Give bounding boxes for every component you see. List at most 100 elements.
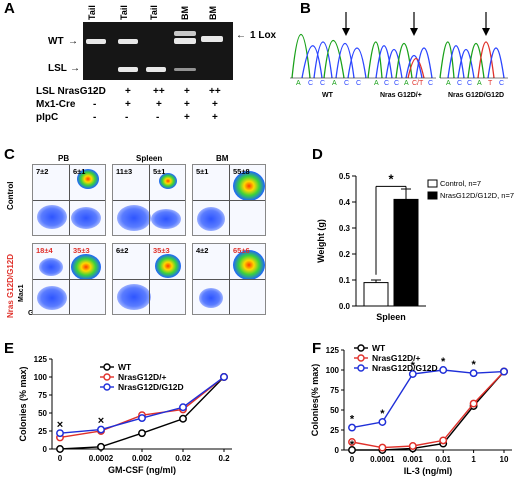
- base-call: C: [344, 80, 350, 87]
- data-point: [378, 418, 387, 426]
- y-tick-label: 25: [330, 426, 339, 435]
- facs-value: 35±3: [73, 246, 90, 255]
- y-tick-label: 75: [330, 386, 339, 395]
- y-tick-label: 0.4: [339, 198, 351, 207]
- data-point: [469, 399, 478, 408]
- data-point: [348, 423, 356, 432]
- data-point: [439, 366, 448, 374]
- trace-label: Nras G12D/G12D: [448, 92, 505, 99]
- x-tick-label: 0.0001: [370, 455, 395, 464]
- facs-value: 6±1: [73, 167, 86, 176]
- lane-label-4: BM: [180, 6, 190, 20]
- series-line: [351, 371, 505, 449]
- genotype-cell: +: [184, 112, 190, 123]
- data-point: [138, 429, 146, 438]
- facs-value: 5±1: [196, 167, 209, 176]
- band-label-wt: WT: [48, 36, 64, 47]
- lane-label-1: Tail: [87, 5, 97, 20]
- chromatogram-labels: A C C A C C A C C A C/T C A C C A T C WT…: [292, 80, 520, 120]
- sig-star: *: [380, 408, 385, 420]
- series-line: [351, 369, 505, 429]
- legend-marker: [357, 344, 365, 352]
- facs-row-label-mutant: Nras G12D/G12D: [6, 253, 15, 318]
- arrow-lox: ←: [236, 30, 246, 41]
- data-point: [439, 436, 448, 445]
- genotype-row-label: Mx1-Cre: [36, 99, 76, 110]
- x-tick-label: 0.0002: [89, 454, 114, 463]
- legend-label: WT: [118, 362, 132, 372]
- genotype-cell: -: [93, 86, 97, 97]
- sig-star: *: [471, 359, 476, 371]
- chromatogram-het: [367, 41, 436, 79]
- trace-label: Nras G12D/+: [380, 92, 422, 99]
- genotype-cell: +: [184, 86, 190, 97]
- x-category-label: Spleen: [376, 312, 406, 322]
- band-label-lsl: LSL: [48, 63, 67, 74]
- genotype-cell: +: [212, 112, 218, 123]
- y-tick-label: 100: [326, 366, 340, 375]
- y-tick-label: 25: [38, 427, 47, 436]
- legend-swatch: [427, 179, 438, 188]
- chart-f: 0 25 50 75 100 125 0 0.0001 0.001 0.01 1 10 IL-3 (ng…: [310, 343, 512, 476]
- y-tick-label: 125: [326, 346, 340, 355]
- gel-band: [118, 67, 138, 72]
- facs-value: 7±2: [36, 167, 49, 176]
- data-point: [469, 369, 478, 378]
- x-tick-label: 0: [350, 455, 355, 464]
- band-label-lox: 1 Lox: [250, 30, 277, 41]
- facs-plot: 5±1 55±8: [192, 164, 266, 236]
- facs-value: 11±3: [116, 167, 133, 176]
- facs-value: 65±6: [233, 246, 250, 255]
- facs-value: 4±2: [196, 246, 209, 255]
- x-tick-label: 1: [471, 455, 476, 464]
- genotype-cell: -: [156, 112, 160, 123]
- facs-plot: 7±2 6±1: [32, 164, 106, 236]
- facs-value: 5±1: [153, 167, 166, 176]
- sig-star: *: [350, 414, 355, 426]
- legend-swatch: [427, 191, 438, 200]
- y-tick-label: 0.2: [339, 250, 351, 259]
- lane-label-3: Tail: [149, 5, 159, 20]
- genotype-cell: ++: [153, 86, 165, 97]
- y-tick-label: 0: [43, 445, 48, 454]
- genotype-cell: +: [184, 99, 190, 110]
- chromatogram-panel: [290, 12, 508, 79]
- chromatogram-hom: [439, 41, 508, 79]
- gel-band: [174, 38, 196, 44]
- data-point: [378, 443, 387, 452]
- panel-e-letter: E: [4, 340, 15, 357]
- data-point: [500, 367, 508, 376]
- gel-band: [201, 36, 223, 42]
- legend-label: NrasG12D/G12D: [372, 363, 438, 373]
- chromatogram-wt: [290, 33, 368, 79]
- data-point: [179, 414, 187, 423]
- base-call: C: [356, 80, 362, 87]
- base-call: C: [457, 80, 463, 87]
- down-arrow-icon: [342, 12, 350, 36]
- chart-d: 0.0 0.1 0.2 0.3 0.4 0.5 Weight (g) Control, n=7…: [316, 171, 514, 322]
- genotype-cell: +: [156, 99, 162, 110]
- genotype-cell: +: [125, 86, 131, 97]
- x-tick-label: 0: [58, 454, 63, 463]
- sig-star: *: [388, 171, 394, 186]
- base-call: A: [374, 80, 379, 87]
- sig-star: *: [441, 356, 446, 368]
- data-point: [348, 446, 356, 454]
- down-arrow-icon: [482, 12, 490, 36]
- legend-marker: [103, 383, 111, 391]
- gel-image: [83, 22, 233, 80]
- panel-f-letter: F: [312, 340, 322, 357]
- facs-plot: 18±4 35±3: [32, 243, 106, 315]
- y-tick-label: 75: [38, 391, 47, 400]
- x-tick-label: 10: [500, 455, 509, 464]
- bar: [393, 198, 419, 307]
- data-point: [408, 370, 417, 378]
- data-point: [348, 438, 356, 446]
- base-call: T: [488, 80, 493, 87]
- legend-label: Control, n=7: [440, 179, 481, 188]
- genotype-cell: -: [93, 99, 97, 110]
- lane-label-2: Tail: [119, 5, 129, 20]
- y-tick-label: 50: [38, 409, 47, 418]
- genotype-cell: ++: [209, 86, 221, 97]
- base-call: A: [477, 80, 482, 87]
